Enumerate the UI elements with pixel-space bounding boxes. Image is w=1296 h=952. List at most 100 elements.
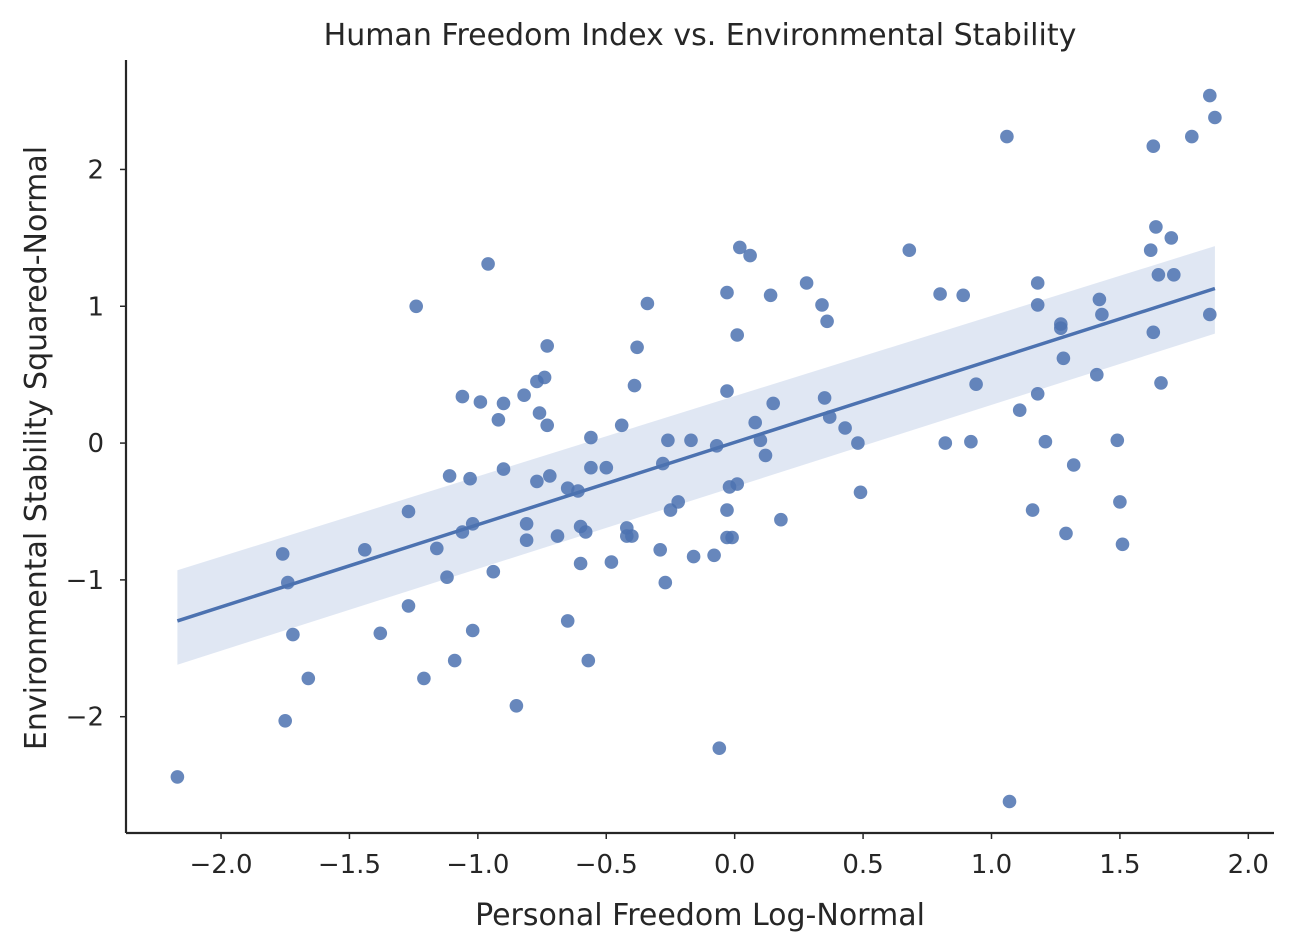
- scatter-point: [1092, 292, 1107, 307]
- chart-title: Human Freedom Index vs. Environmental St…: [324, 18, 1077, 53]
- scatter-point: [550, 529, 565, 543]
- scatter-point: [1095, 307, 1109, 322]
- scatter-point: [720, 503, 734, 517]
- scatter-point: [496, 396, 511, 411]
- scatter-point: [1059, 526, 1073, 541]
- scatter-point: [517, 388, 531, 403]
- scatter-point: [766, 396, 780, 411]
- y-axis-label: Environmental Stability Squared-Normal: [19, 146, 54, 750]
- scatter-point: [1090, 367, 1104, 382]
- scatter-point: [933, 287, 947, 301]
- data-points: [170, 88, 1222, 809]
- scatter-point: [417, 671, 431, 686]
- scatter-point: [358, 543, 372, 557]
- scatter-point: [584, 460, 598, 475]
- scatter-point: [491, 413, 506, 427]
- scatter-point: [1208, 110, 1222, 125]
- x-tick-label: 1.0: [971, 850, 1012, 880]
- scatter-point: [661, 433, 675, 448]
- scatter-point: [853, 485, 868, 500]
- scatter-point: [1143, 243, 1158, 257]
- scatter-point: [686, 549, 701, 564]
- scatter-point: [401, 504, 416, 519]
- scatter-point: [625, 529, 639, 543]
- scatter-point: [658, 575, 673, 590]
- scatter-point: [440, 570, 454, 584]
- scatter-point: [815, 298, 829, 312]
- scatter-point: [509, 699, 524, 713]
- scatter-point: [481, 257, 495, 271]
- scatter-point: [1000, 129, 1014, 144]
- scatter-point: [1030, 387, 1045, 401]
- scatter-point: [799, 276, 814, 290]
- scatter-point: [730, 477, 744, 491]
- scatter-point: [447, 653, 462, 668]
- scatter-point: [1113, 495, 1127, 509]
- scatter-point: [1012, 403, 1027, 418]
- x-tick-label: 2.0: [1228, 850, 1269, 880]
- scatter-point: [1030, 298, 1045, 312]
- scatter-point: [627, 378, 642, 393]
- y-tick-label: −2: [66, 703, 104, 733]
- scatter-point: [1203, 307, 1217, 322]
- scatter-point: [707, 548, 721, 563]
- scatter-point: [725, 530, 739, 545]
- scatter-point: [630, 340, 644, 355]
- scatter-point: [496, 462, 511, 476]
- scatter-point: [1149, 220, 1163, 234]
- scatter-point: [1146, 325, 1161, 340]
- scatter-point: [640, 296, 655, 311]
- scatter-point: [1030, 276, 1045, 290]
- scatter-point: [463, 471, 477, 486]
- scatter-point: [763, 288, 778, 303]
- y-tick-label: −1: [66, 566, 104, 596]
- scatter-point: [278, 714, 293, 728]
- scatter-point: [851, 436, 865, 450]
- scatter-point: [301, 671, 316, 686]
- scatter-point: [530, 474, 544, 489]
- scatter-point: [902, 243, 917, 257]
- scatter-point: [1110, 433, 1125, 448]
- scatter-point: [465, 623, 480, 638]
- scatter-point: [1154, 376, 1168, 390]
- scatter-point: [733, 240, 747, 255]
- scatter-point: [748, 415, 762, 430]
- scatter-point: [653, 543, 667, 557]
- scatter-point: [486, 564, 501, 579]
- regression-line: [176, 286, 1216, 623]
- scatter-point: [1054, 321, 1068, 336]
- scatter-point: [938, 436, 953, 450]
- x-tick-label: −2.0: [189, 850, 252, 880]
- scatter-point: [401, 599, 416, 613]
- scatter-point: [540, 418, 554, 433]
- scatter-point: [578, 525, 593, 539]
- scatter-point: [820, 314, 834, 329]
- x-axis-label: Personal Freedom Log-Normal: [475, 898, 925, 933]
- x-ticks: −2.0 −1.5 −1.0 −0.5 0.0 0.5 1.0 1.5 2.0: [189, 833, 1269, 880]
- scatter-point: [581, 653, 596, 668]
- scatter-point: [455, 389, 470, 404]
- scatter-point: [730, 328, 744, 342]
- scatter-point: [1025, 503, 1040, 517]
- scatter-point: [537, 370, 552, 385]
- scatter-point: [720, 285, 734, 300]
- scatter-point: [543, 469, 557, 483]
- scatter-point: [442, 469, 457, 483]
- x-tick-label: 0.0: [714, 850, 755, 880]
- scatter-point: [584, 430, 598, 445]
- scatter-point: [540, 339, 554, 353]
- scatter-point: [573, 556, 588, 571]
- scatter-point: [964, 434, 978, 449]
- scatter-point: [1146, 139, 1161, 153]
- scatter-point: [373, 626, 388, 641]
- scatter-point: [409, 299, 424, 314]
- scatter-point: [519, 533, 534, 547]
- scatter-point: [743, 248, 757, 263]
- x-tick-label: −0.5: [575, 850, 638, 880]
- x-tick-label: 1.5: [1099, 850, 1140, 880]
- x-tick-label: 0.5: [842, 850, 883, 880]
- scatter-point: [1167, 268, 1181, 282]
- scatter-point: [1066, 458, 1081, 472]
- scatter-point: [614, 418, 629, 433]
